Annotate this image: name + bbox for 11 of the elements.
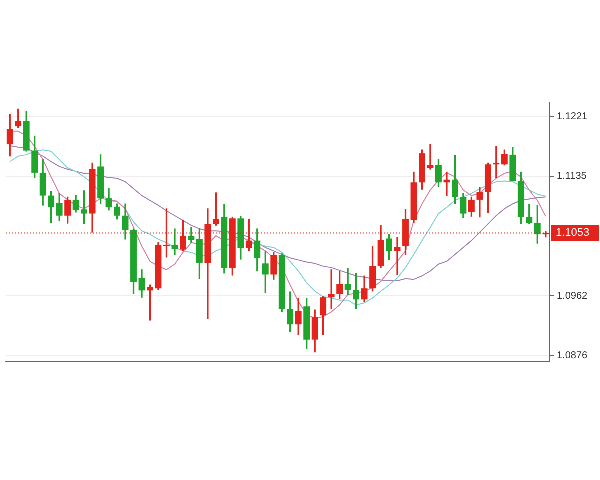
candlestick	[476, 187, 484, 218]
y-tick-label: 1.1135	[557, 171, 588, 182]
y-tick-label: 1.1221	[557, 112, 588, 123]
y-tick-label: 1.0962	[557, 290, 588, 302]
candlestick	[172, 228, 178, 255]
candlestick	[493, 146, 500, 178]
candlestick	[394, 237, 401, 276]
y-tick-label: 1.0876	[557, 350, 588, 362]
candlestick	[328, 270, 335, 310]
candlestick	[344, 268, 352, 296]
ref-line-label: 1.1053	[556, 227, 590, 240]
